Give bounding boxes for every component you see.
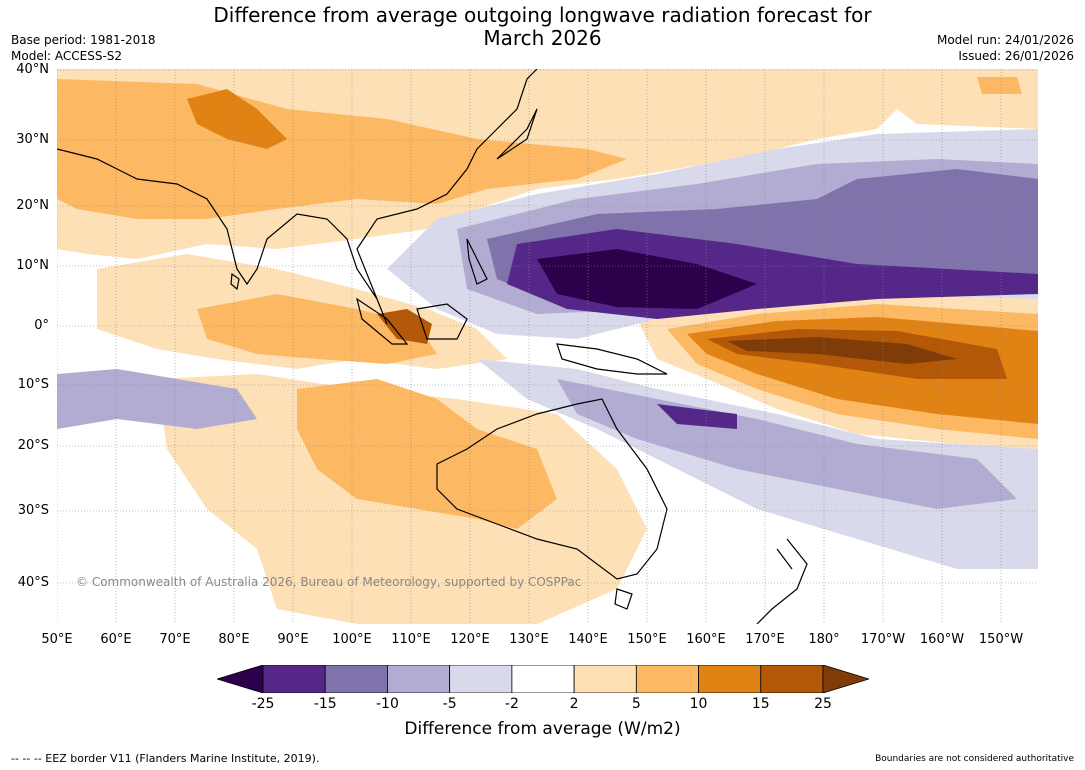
colorbar-tick-label: 25 <box>814 696 832 712</box>
lat-label: 0° <box>34 318 49 333</box>
lat-label: 30°N <box>16 132 49 147</box>
meta-right: Model run: 24/01/2026 Issued: 26/01/2026 <box>937 32 1074 64</box>
lon-label: 130°E <box>509 632 549 647</box>
lon-label: 180° <box>808 632 840 647</box>
lon-label: 90°E <box>277 632 309 647</box>
coast-borneo <box>416 303 468 340</box>
lon-label: 170°E <box>745 632 785 647</box>
lat-label: 10°S <box>17 377 49 392</box>
colorbar-cell <box>573 665 637 693</box>
lon-label: 150°W <box>978 632 1024 647</box>
colorbar-cell <box>635 665 699 693</box>
lon-label: 100°E <box>332 632 372 647</box>
colorbar-cell <box>262 665 326 693</box>
coast-japan <box>496 108 538 160</box>
colorbar-cell <box>698 665 762 693</box>
anomaly-eq-indian <box>197 294 437 364</box>
lat-label: 40°S <box>17 575 49 590</box>
boundary-disclaimer: Boundaries are not considered authoritat… <box>875 754 1074 764</box>
copyright-notice: © Commonwealth of Australia 2026, Bureau… <box>76 575 582 589</box>
lon-label: 150°E <box>627 632 667 647</box>
colorbar-cell <box>387 665 451 693</box>
lat-label: 30°S <box>17 503 49 518</box>
title-line-1: Difference from average outgoing longwav… <box>213 3 872 27</box>
coast-sumatra <box>356 297 409 345</box>
lat-label: 10°N <box>16 258 49 273</box>
colorbar-tick-label: -10 <box>376 696 399 712</box>
coast-asia <box>57 69 538 325</box>
anomaly-south-pacific-3 <box>657 404 737 429</box>
anomaly-himalaya <box>187 89 287 149</box>
anomaly-pacific-eq-5 <box>727 337 957 364</box>
map-svg <box>57 69 1038 624</box>
issued-date: Issued: 26/01/2026 <box>958 49 1074 63</box>
lon-label: 120°E <box>450 632 490 647</box>
lat-label: 20°S <box>17 438 49 453</box>
lon-label: 80°E <box>218 632 250 647</box>
anomaly-indian-sw <box>57 369 257 429</box>
lon-label: 170°W <box>860 632 906 647</box>
lon-label: 160°W <box>919 632 965 647</box>
lon-label: 70°E <box>159 632 191 647</box>
colorbar-cell <box>511 665 575 693</box>
colorbar-cell <box>449 665 513 693</box>
meta-left: Base period: 1981-2018 Model: ACCESS-S2 <box>11 32 156 64</box>
colorbar-tick-label: 2 <box>569 696 579 712</box>
coast-philippines <box>466 238 488 285</box>
colorbar-tick-label: -15 <box>313 696 337 712</box>
model-name: Model: ACCESS-S2 <box>11 49 123 63</box>
negative-anomaly-fields <box>57 129 1038 569</box>
lat-label: 20°N <box>16 198 49 213</box>
lon-label: 50°E <box>41 632 73 647</box>
colorbar-tick-label: 10 <box>689 696 708 712</box>
anomaly-java <box>377 309 432 344</box>
lat-label: 40°N <box>16 62 49 77</box>
title-line-2: March 2026 <box>483 26 602 50</box>
colorbar-tick-label: 15 <box>751 696 770 712</box>
colorbar-cell <box>324 665 388 693</box>
eez-legend: -- -- -- EEZ border V11 (Flanders Marine… <box>11 752 320 765</box>
colorbar-extend-low <box>217 665 264 693</box>
chart-title: Difference from average outgoing longwav… <box>0 4 1085 50</box>
colorbar-tick-label: -25 <box>251 696 275 712</box>
coast-sri-lanka <box>230 272 240 291</box>
colorbar-tick-label: -5 <box>442 696 457 712</box>
anomaly-pacific-ne <box>977 77 1022 94</box>
coastlines <box>57 69 808 624</box>
coast-tasmania <box>614 588 633 610</box>
colorbar-tick-label: -2 <box>504 696 519 712</box>
graticule <box>57 69 1038 624</box>
lon-label: 160°E <box>686 632 726 647</box>
colorbar-title: Difference from average (W/m2) <box>404 719 681 739</box>
anomaly-australia <box>297 379 557 529</box>
colorbar <box>217 665 869 693</box>
coast-new-zealand <box>756 538 808 624</box>
model-run: Model run: 24/01/2026 <box>936 33 1074 47</box>
colorbar-tick-label: 5 <box>631 696 641 712</box>
colorbar-extend-high <box>822 665 869 693</box>
lon-label: 60°E <box>100 632 132 647</box>
positive-anomaly-fields <box>57 69 1038 624</box>
map-panel <box>57 69 1038 624</box>
colorbar-cell <box>760 665 824 693</box>
lon-label: 140°E <box>568 632 608 647</box>
coast-new-guinea <box>556 343 668 375</box>
lon-label: 110°E <box>391 632 431 647</box>
coast-australia <box>436 398 668 580</box>
base-period: Base period: 1981-2018 <box>11 33 156 47</box>
